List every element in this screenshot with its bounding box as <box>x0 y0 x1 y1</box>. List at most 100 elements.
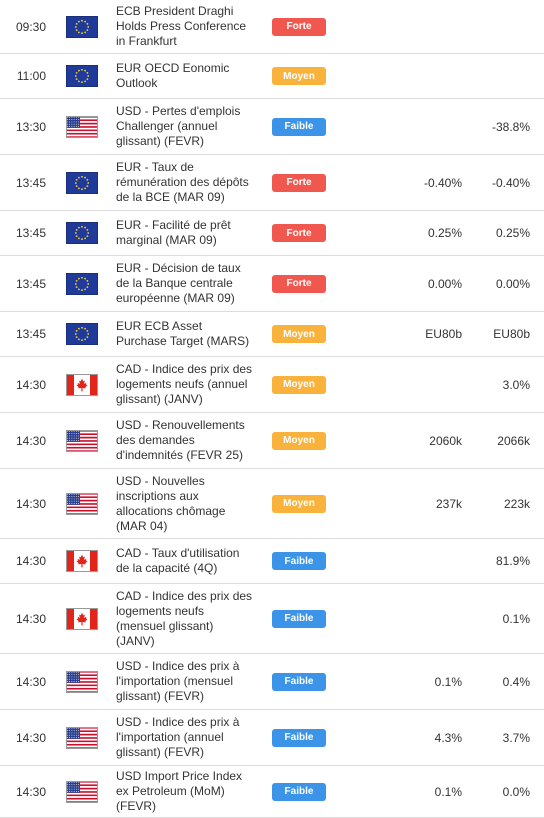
us-flag-icon <box>66 780 98 803</box>
forecast-value: -0.40% <box>423 175 462 190</box>
event-name[interactable]: USD - Indice des prix à l'importation (a… <box>116 710 266 765</box>
previous-value <box>462 0 530 53</box>
us-flag-icon <box>66 726 98 749</box>
importance-badge: Forte <box>272 17 326 36</box>
forecast-value: 0.1% <box>434 674 462 689</box>
table-row[interactable]: 14:30 USD - Renouvellements des demandes … <box>0 413 544 469</box>
table-row[interactable]: 13:45 EUR - Facilité de prêt marginal (MA… <box>0 211 544 256</box>
event-name-text: EUR - Facilité de prêt marginal (MAR 09) <box>116 218 231 247</box>
currency-flag <box>62 539 102 583</box>
event-name-text: ECB President Draghi Holds Press Confere… <box>116 4 247 48</box>
table-row[interactable]: 14:30 USD Import Price Index ex Petroleum… <box>0 766 544 818</box>
importance-badge: Faible <box>272 672 326 691</box>
table-row[interactable]: 14:30 USD - Indice des prix à l'importati… <box>0 710 544 766</box>
event-time: 13:45 <box>15 226 46 240</box>
table-row[interactable]: 13:45 EUR ECB Asset Purchase Target (MARS… <box>0 312 544 357</box>
forecast-value <box>380 99 462 154</box>
currency-flag <box>62 584 102 653</box>
us-flag-icon <box>66 670 98 693</box>
us-flag-icon <box>66 492 98 515</box>
previous-value: 0.0% <box>502 784 530 799</box>
table-row[interactable]: 14:30 USD - Nouvelles inscriptions aux al… <box>0 469 544 539</box>
importance-cell: Faible <box>271 654 327 709</box>
previous-value: 2066k <box>497 433 530 448</box>
event-name[interactable]: USD Import Price Index ex Petroleum (MoM… <box>116 766 266 817</box>
table-row[interactable]: 13:30 USD - Pertes d'emplois Challenger (… <box>0 99 544 155</box>
event-time: 14:30 <box>15 496 46 511</box>
forecast-value <box>380 54 462 98</box>
event-name[interactable]: CAD - Taux d'utilisation de la capacité … <box>116 539 266 583</box>
event-name[interactable]: CAD - Indice des prix des logements neuf… <box>116 584 266 653</box>
table-row[interactable]: 09:30 ECB President Draghi Holds Press Co… <box>0 0 544 54</box>
previous-value: 81.9% <box>495 554 530 568</box>
forecast-value: 0.1% <box>434 784 462 799</box>
event-name[interactable]: ECB President Draghi Holds Press Confere… <box>116 0 266 53</box>
importance-cell: Faible <box>271 539 327 583</box>
event-time: 14:30 <box>15 377 46 392</box>
event-name-text: USD - Indice des prix à l'importation (m… <box>116 659 240 703</box>
previous-value: 3.7% <box>502 730 530 745</box>
event-name-text: EUR - Décision de taux de la Banque cent… <box>116 261 241 305</box>
event-name[interactable]: USD - Indice des prix à l'importation (m… <box>116 654 266 709</box>
importance-cell: Faible <box>271 99 327 154</box>
event-time: 09:30 <box>15 19 46 34</box>
previous-value: 223k <box>503 496 530 511</box>
currency-flag <box>62 766 102 817</box>
previous-value: 0.00% <box>495 276 530 291</box>
event-time: 13:45 <box>15 327 46 341</box>
ca-flag-icon <box>66 550 98 572</box>
event-time: 14:30 <box>15 784 46 799</box>
currency-flag <box>62 654 102 709</box>
forecast-value <box>380 357 462 412</box>
forecast-value: 2060k <box>429 433 462 448</box>
currency-flag <box>62 0 102 53</box>
importance-cell: Faible <box>271 584 327 653</box>
table-row[interactable]: 11:00 EUR OECD Eonomic Outlook Moyen <box>0 54 544 99</box>
importance-cell: Faible <box>271 710 327 765</box>
importance-badge: Faible <box>272 609 326 628</box>
importance-badge: Faible <box>272 552 326 570</box>
event-name[interactable]: CAD - Indice des prix des logements neuf… <box>116 357 266 412</box>
table-row[interactable]: 13:45 EUR - Décision de taux de la Banque… <box>0 256 544 312</box>
event-name-text: EUR ECB Asset Purchase Target (MARS) <box>116 319 250 348</box>
table-row[interactable]: 14:30 CAD - Indice des prix des logements… <box>0 357 544 413</box>
table-row[interactable]: 14:30 CAD - Indice des prix des logements… <box>0 584 544 654</box>
us-flag-icon <box>66 429 98 452</box>
table-row[interactable]: 14:30 USD - Indice des prix à l'importati… <box>0 654 544 710</box>
event-name[interactable]: USD - Pertes d'emplois Challenger (annue… <box>116 99 266 154</box>
importance-badge: Faible <box>272 782 326 801</box>
eu-flag-icon <box>66 222 98 244</box>
event-name[interactable]: EUR - Facilité de prêt marginal (MAR 09) <box>116 211 266 255</box>
event-name[interactable]: EUR - Décision de taux de la Banque cent… <box>116 256 266 311</box>
importance-badge: Forte <box>272 224 326 242</box>
table-row[interactable]: 13:45 EUR - Taux de rémunération des dépô… <box>0 155 544 211</box>
currency-flag <box>62 312 102 356</box>
event-name[interactable]: EUR ECB Asset Purchase Target (MARS) <box>116 312 266 356</box>
currency-flag <box>62 256 102 311</box>
event-time: 14:30 <box>15 730 46 745</box>
table-row[interactable]: 14:30 CAD - Taux d'utilisation de la capa… <box>0 539 544 584</box>
event-name-text: EUR - Taux de rémunération des dépôts de… <box>116 160 249 204</box>
importance-badge: Moyen <box>272 494 326 513</box>
event-name-text: USD - Indice des prix à l'importation (a… <box>116 715 240 759</box>
importance-badge: Moyen <box>272 67 326 85</box>
event-name-text: USD - Nouvelles inscriptions aux allocat… <box>116 473 226 533</box>
event-name[interactable]: USD - Renouvellements des demandes d'ind… <box>116 413 266 468</box>
importance-badge: Moyen <box>272 375 326 394</box>
event-time: 14:30 <box>15 433 46 448</box>
event-name[interactable]: EUR - Taux de rémunération des dépôts de… <box>116 155 266 210</box>
event-name-text: USD - Renouvellements des demandes d'ind… <box>116 418 245 462</box>
event-time: 13:45 <box>15 276 46 291</box>
event-name[interactable]: EUR OECD Eonomic Outlook <box>116 54 266 98</box>
previous-value: 0.4% <box>502 674 530 689</box>
importance-badge: Faible <box>272 117 326 136</box>
currency-flag <box>62 99 102 154</box>
importance-cell: Moyen <box>271 357 327 412</box>
forecast-value: 0.00% <box>427 276 462 291</box>
importance-cell: Faible <box>271 766 327 817</box>
previous-value: -0.40% <box>491 175 530 190</box>
eu-flag-icon <box>66 65 98 87</box>
event-name[interactable]: USD - Nouvelles inscriptions aux allocat… <box>116 469 266 538</box>
importance-badge: Moyen <box>272 325 326 343</box>
